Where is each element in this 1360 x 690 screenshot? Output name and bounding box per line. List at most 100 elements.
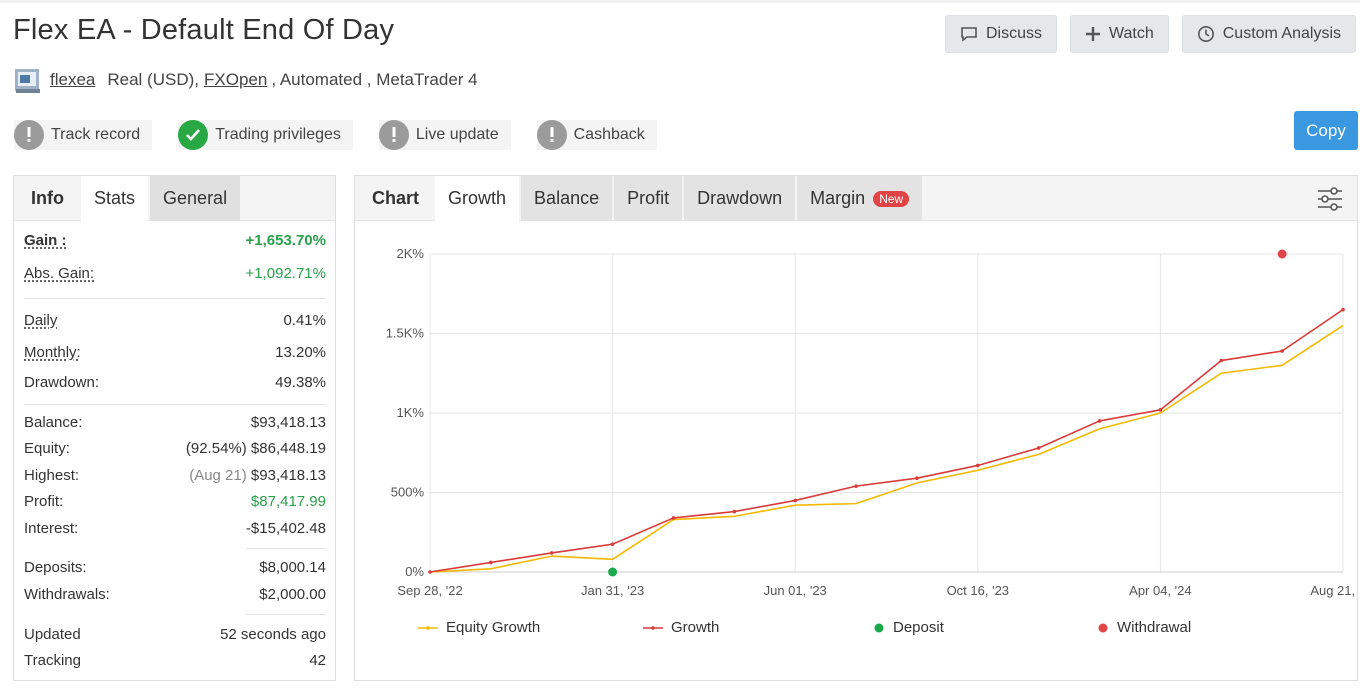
stat-value: $8,000.14 (259, 558, 326, 576)
copy-button[interactable]: Copy (1294, 111, 1358, 150)
stat-key: Balance: (24, 413, 83, 431)
growth-point (489, 560, 493, 565)
growth-point (549, 551, 554, 555)
growth-point (793, 498, 797, 503)
stat-key: Highest: (24, 466, 80, 484)
plus-icon (1085, 26, 1101, 42)
tab-info[interactable]: Info (31, 188, 64, 208)
badge-list: Track record Trading privileges Live upd… (14, 120, 657, 150)
tab-margin-label: Margin (810, 188, 866, 208)
tab-growth[interactable]: Growth (435, 176, 520, 221)
badge-track-record[interactable]: Track record (14, 120, 153, 150)
broker-link[interactable]: FXOpen (204, 70, 268, 89)
header-actions: Discuss Watch Custom Analysis (944, 15, 1356, 53)
stat-highest: Highest: (Aug 21) $93,418.13 (24, 465, 326, 485)
legend-equity-growth[interactable]: Equity Growth (418, 619, 540, 636)
user-link[interactable]: flexea (50, 70, 96, 89)
badge-label: Track record (51, 126, 141, 143)
tab-balance[interactable]: Balance (521, 176, 613, 221)
stat-key: Drawdown: (24, 373, 100, 391)
stat-tracking: Tracking 42 (24, 650, 326, 670)
info-tabs: Info Stats General (14, 176, 335, 221)
stat-key: Updated (24, 625, 81, 643)
stat-value: -$15,402.48 (245, 519, 326, 537)
growth-point (428, 570, 432, 574)
account-details: , Automated , MetaTrader 4 (271, 70, 478, 89)
stat-updated: Updated 52 seconds ago (24, 624, 326, 644)
stat-key[interactable]: Abs. Gain: (24, 264, 95, 282)
x-tick-label: Jun 01, '23 (764, 583, 827, 598)
stat-value: 49.38% (275, 373, 326, 391)
x-tick-label: Oct 16, '23 (947, 583, 1009, 598)
legend-marker (418, 625, 438, 630)
legend-label: Equity Growth (446, 619, 541, 636)
stat-deposits: Deposits: $8,000.14 (24, 557, 326, 577)
stat-balance: Balance: $93,418.13 (24, 412, 326, 432)
tab-drawdown[interactable]: Drawdown (684, 176, 796, 221)
stat-monthly: Monthly: 13.20% (24, 342, 326, 362)
badge-live-update[interactable]: Live update (378, 120, 511, 150)
legend-deposit[interactable]: Deposit (873, 619, 944, 636)
equity-growth-series-line (429, 324, 1344, 573)
stat-key: Tracking (24, 651, 81, 669)
y-tick-label: 1.5K% (386, 326, 425, 341)
stat-value: +1,092.71% (245, 264, 327, 282)
discuss-label: Discuss (985, 25, 1042, 42)
legend-label: Withdrawal (1117, 619, 1192, 636)
settings-sliders-icon[interactable] (1317, 186, 1343, 217)
growth-chart[interactable]: 0% 500% 1K% 1.5K% 2K% Sep 28, '22 Jan 31, '23 J… (355, 222, 1357, 617)
tab-general[interactable]: General (150, 176, 241, 221)
stat-value: 52 seconds ago (220, 625, 326, 643)
exclamation-icon (14, 120, 44, 150)
badge-trading-privileges[interactable]: Trading privileges (178, 120, 353, 150)
growth-point (1158, 408, 1163, 412)
stat-value: 0.41% (283, 311, 326, 329)
x-tick-label: Jan 31, '23 (581, 583, 644, 598)
stat-key[interactable]: Gain : (24, 231, 67, 249)
y-tick-label: 1K% (397, 405, 425, 420)
tab-margin[interactable]: Margin New (797, 176, 923, 221)
page-title: Flex EA - Default End Of Day (13, 14, 395, 46)
stat-value-group: (92.54%) $86,448.19 (186, 440, 326, 457)
stat-percent: (92.54%) (185, 439, 247, 457)
legend-growth[interactable]: Growth (643, 619, 719, 636)
tab-stats[interactable]: Stats (81, 176, 149, 221)
avatar[interactable] (14, 66, 42, 94)
account-info: flexea Real (USD), FXOpen , Automated , … (14, 66, 478, 94)
badge-cashback[interactable]: Cashback (536, 120, 657, 150)
y-tick-label: 0% (405, 564, 424, 579)
stat-key[interactable]: Monthly: (24, 343, 81, 361)
stat-value: 13.20% (275, 343, 326, 361)
growth-point (1097, 419, 1102, 423)
growth-point (915, 476, 919, 480)
divider (24, 404, 326, 405)
stat-equity: Equity: (92.54%) $86,448.19 (24, 438, 326, 458)
stat-key: Deposits: (24, 558, 87, 576)
stat-value-group: (Aug 21) $93,418.13 (189, 467, 326, 484)
legend-marker (874, 623, 884, 632)
legend-withdrawal[interactable]: Withdrawal (1097, 619, 1191, 636)
stat-key: Equity: (24, 439, 70, 457)
watch-button[interactable]: Watch (1069, 15, 1169, 53)
top-divider (0, 0, 1360, 3)
x-tick-label: Sep 28, '22 (397, 583, 462, 598)
account-type: Real (USD), (107, 70, 199, 89)
legend-label: Deposit (893, 619, 944, 636)
y-tick-label: 2K% (397, 246, 425, 261)
check-icon (178, 120, 209, 150)
deposit-marker (608, 567, 618, 577)
chart-legend: Equity Growth Growth Deposit Withdrawal (355, 619, 1359, 639)
stat-value: $2,000.00 (259, 585, 326, 603)
tab-profit[interactable]: Profit (614, 176, 683, 221)
chart-tabs: Chart Growth Balance Profit Drawdown Mar… (355, 176, 1357, 221)
exclamation-icon (536, 120, 567, 150)
stat-key[interactable]: Daily (24, 311, 58, 329)
y-tick-label: 500% (391, 485, 425, 500)
custom-analysis-button[interactable]: Custom Analysis (1181, 15, 1356, 53)
discuss-button[interactable]: Discuss (944, 15, 1057, 53)
badge-label: Trading privileges (215, 126, 341, 143)
new-badge: New (873, 190, 910, 207)
chat-icon (960, 26, 978, 42)
stat-abs-gain: Abs. Gain: +1,092.71% (24, 263, 326, 283)
badge-label: Cashback (573, 126, 645, 143)
